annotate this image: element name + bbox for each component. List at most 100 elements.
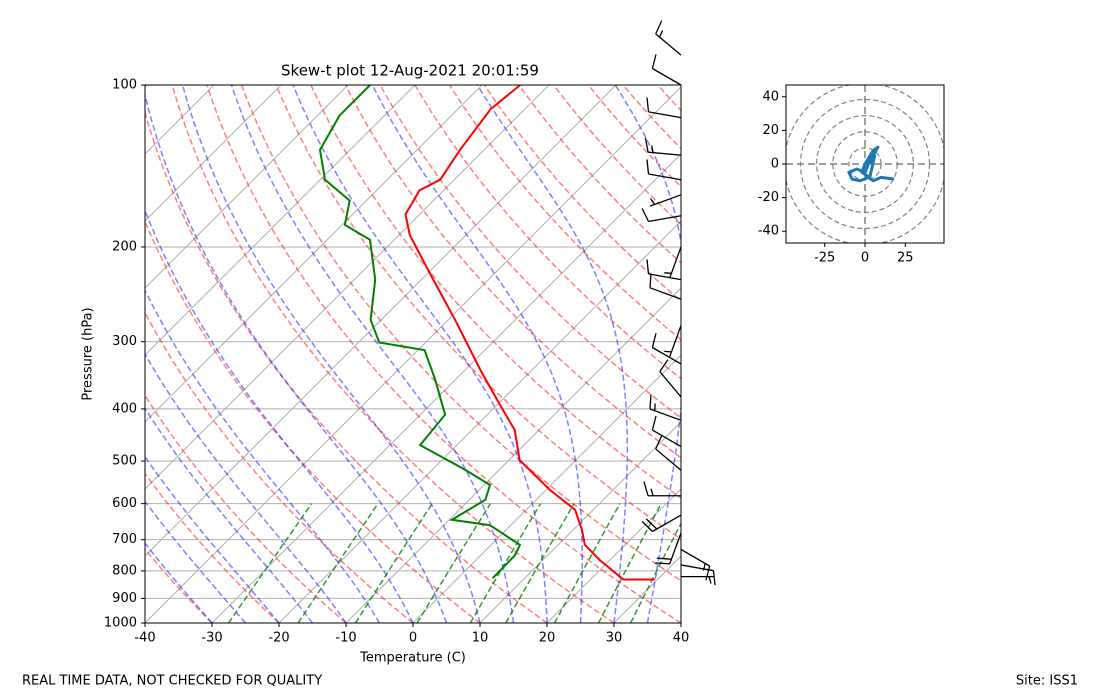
y-tick-label: 1000 (104, 616, 137, 631)
moist-adiabat (292, 85, 548, 623)
y-tick-label: 200 (112, 239, 137, 254)
mixing-ratio-line (505, 503, 575, 623)
dry-adiabat (344, 85, 681, 459)
profile-line (318, 85, 522, 579)
moist-adiabat (145, 288, 381, 623)
moist-adiabat (230, 85, 515, 623)
wind-barb (644, 137, 682, 156)
mixing-ratio-line (554, 503, 621, 623)
wind-barb (651, 333, 682, 365)
wind-barb (680, 564, 716, 586)
wind-barb (646, 259, 682, 281)
mixing-ratio-line (597, 503, 662, 623)
x-tick-label: -40 (134, 631, 155, 646)
wind-barb (655, 20, 682, 56)
wind-barb (664, 246, 682, 279)
dry-adiabat (552, 85, 681, 226)
isotherm (145, 85, 282, 222)
isotherm (546, 488, 681, 623)
dry-adiabat (145, 219, 481, 623)
hodograph-line (847, 145, 895, 183)
wind-barb (649, 394, 682, 421)
hodo-area (786, 85, 944, 243)
y-tick-label: 0 (771, 157, 779, 172)
isotherm (145, 85, 617, 557)
moist-adiabat (145, 91, 448, 623)
dry-adiabat (448, 85, 681, 341)
dry-adiabat (483, 85, 681, 303)
dry-adiabat (145, 110, 548, 623)
plot-area (145, 85, 681, 623)
dry-adiabat (310, 85, 681, 500)
isotherm (145, 85, 416, 356)
moist-adiabat (371, 85, 583, 623)
x-tick-label: -30 (201, 631, 222, 646)
isotherm (145, 85, 349, 289)
dry-adiabat (275, 85, 681, 540)
hodograph: -25 0 25 -40 -20 0 20 40 (758, 84, 945, 266)
wind-barb (655, 435, 682, 471)
mixing-ratio-line (630, 521, 681, 623)
moist-adiabat (181, 85, 481, 623)
isotherm (145, 85, 550, 490)
moist-adiabat (145, 208, 414, 623)
wind-barb (664, 325, 682, 357)
wind-barb (651, 415, 682, 448)
dry-adiabat (206, 85, 681, 623)
wind-barb (646, 97, 682, 119)
dry-adiabat (171, 85, 615, 623)
x-tick-label: 0 (861, 251, 869, 266)
y-tick-label: 900 (112, 591, 137, 606)
wind-barb (649, 194, 682, 207)
y-tick-label: 300 (112, 334, 137, 349)
isotherm (278, 220, 681, 623)
x-tick-label: 10 (472, 631, 489, 646)
y-axis-label: Pressure (hPa) (81, 307, 96, 400)
dry-adiabat (379, 85, 681, 419)
y-tick-label: 40 (762, 89, 779, 104)
wind-barb (649, 273, 682, 300)
y-tick-label: -20 (758, 190, 779, 205)
y-tick-label: 100 (112, 78, 137, 93)
y-tick-label: 700 (112, 532, 137, 547)
y-tick-label: -40 (758, 224, 779, 239)
y-tick-label: 500 (112, 454, 137, 469)
x-tick-label: -25 (814, 251, 835, 266)
moist-adiabat (476, 85, 629, 623)
x-tick-label: 20 (539, 631, 556, 646)
y-tick-label: 20 (762, 123, 779, 138)
mixing-ratio-line (416, 503, 492, 623)
moist-adiabat (145, 500, 247, 623)
x-tick-label: 40 (673, 631, 690, 646)
profile-line (404, 85, 655, 581)
mixing-ratio-line (297, 503, 379, 623)
moist-adiabat (145, 407, 314, 623)
footer-right: Site: ISS1 (1016, 674, 1078, 689)
wind-barb (651, 54, 682, 86)
wind-barb (641, 208, 682, 223)
x-axis-label: Temperature (C) (359, 651, 466, 666)
chart-title: Skew-t plot 12-Aug-2021 20:01:59 (281, 62, 539, 80)
y-tick-label: 400 (112, 401, 137, 416)
isotherm (479, 421, 681, 623)
wind-barb (655, 532, 682, 565)
moist-adiabat (145, 455, 280, 623)
isotherm (145, 86, 681, 623)
wind-barb (641, 514, 682, 533)
moist-adiabat (145, 352, 347, 623)
x-tick-label: -20 (268, 631, 289, 646)
dry-adiabat (518, 85, 681, 264)
x-tick-label: 0 (409, 631, 417, 646)
dry-adiabat (240, 85, 681, 582)
wind-barb (646, 159, 682, 181)
dry-adiabat (145, 394, 347, 623)
isotherm (345, 287, 681, 623)
mixing-ratio-line (469, 503, 542, 623)
x-tick-label: -10 (335, 631, 356, 646)
footer-left: REAL TIME DATA, NOT CHECKED FOR QUALITY (22, 674, 322, 689)
mixing-ratio-line (227, 503, 313, 623)
wind-barb (643, 481, 682, 497)
